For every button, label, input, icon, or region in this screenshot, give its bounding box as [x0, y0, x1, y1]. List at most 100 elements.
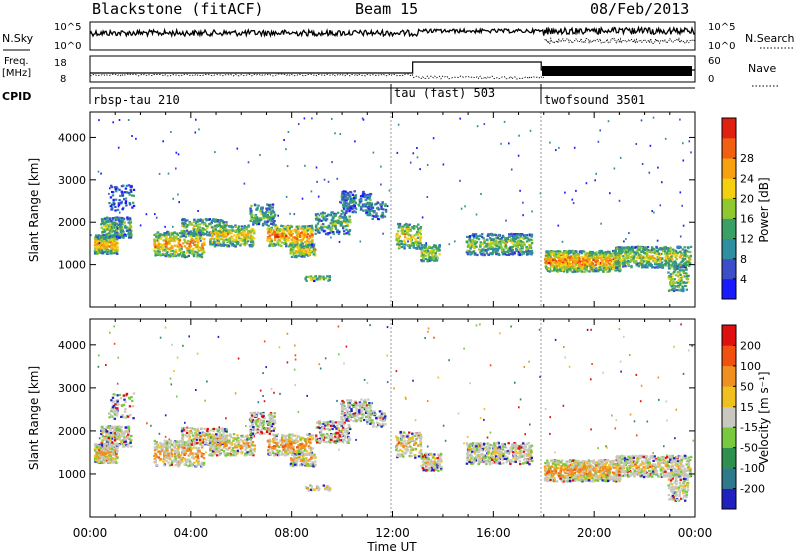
heatmap-cell [571, 257, 574, 260]
heatmap-cell [634, 252, 637, 255]
heatmap-cell [165, 236, 168, 239]
heatmap-cell [212, 228, 215, 231]
heatmap-cell [268, 207, 272, 210]
heatmap-cell [257, 222, 261, 226]
heatmap-cell [656, 239, 659, 242]
heatmap-cell [226, 244, 229, 247]
heatmap-cell [495, 244, 498, 247]
heatmap-cell [562, 255, 565, 258]
heatmap-cell [433, 244, 436, 247]
heatmap-cell [577, 263, 581, 266]
heatmap-cell [256, 219, 260, 222]
heatmap-cell [314, 275, 317, 278]
heatmap-cell [268, 236, 271, 239]
heatmap-cell [221, 236, 224, 239]
heatmap-cell [290, 234, 293, 237]
heatmap-cell [101, 236, 104, 239]
heatmap-cell [341, 203, 345, 206]
heatmap-cell [102, 461, 106, 464]
heatmap-cell [380, 183, 382, 186]
heatmap-cell [181, 224, 184, 227]
heatmap-cell [351, 211, 354, 214]
heatmap-cell [650, 264, 653, 267]
heatmap-cell [102, 444, 105, 447]
heatmap-cell [471, 250, 474, 253]
heatmap-cell [343, 202, 346, 205]
heatmap-cell [331, 216, 335, 219]
heatmap-cell [614, 256, 617, 259]
heatmap-cell [665, 254, 668, 257]
heatmap-cell [106, 223, 109, 226]
heatmap-cell [215, 224, 219, 227]
heatmap-cell [102, 453, 106, 456]
heatmap-cell [619, 252, 623, 255]
heatmap-cell [582, 257, 585, 260]
heatmap-cell [101, 252, 104, 255]
heatmap-cell [186, 249, 189, 252]
heatmap-cell [103, 242, 107, 245]
heatmap-cell [234, 240, 237, 243]
heatmap-cell [609, 265, 612, 268]
heatmap-cell [246, 240, 250, 243]
heatmap-cell [403, 236, 407, 239]
heatmap-cell [307, 237, 311, 240]
heatmap-cell [289, 252, 292, 255]
heatmap-cell [675, 258, 678, 261]
heatmap-cell [641, 247, 645, 250]
heatmap-cell [475, 213, 478, 216]
heatmap-cell [273, 242, 276, 245]
heatmap-cell [426, 258, 430, 261]
heatmap-cell [376, 201, 379, 204]
heatmap-cell [342, 199, 345, 202]
heatmap-cell [332, 222, 335, 226]
heatmap-cell [306, 237, 309, 240]
heatmap-cell [574, 259, 577, 262]
heatmap-cell [349, 196, 352, 199]
heatmap-cell [296, 235, 299, 239]
heatmap-cell [502, 241, 506, 244]
heatmap-cell [355, 208, 358, 211]
power-y-label: Slant Range [km] [27, 158, 41, 262]
heatmap-cell [628, 232, 630, 235]
heatmap-cell [176, 234, 179, 237]
heatmap-cell [612, 266, 615, 269]
heatmap-cell [128, 201, 131, 205]
heatmap-cell [93, 252, 97, 255]
heatmap-cell [574, 253, 578, 256]
heatmap-cell [247, 225, 251, 228]
heatmap-cell [361, 193, 365, 196]
heatmap-cell [120, 440, 123, 443]
heatmap-cell [504, 242, 507, 245]
heatmap-cell [510, 241, 513, 244]
heatmap-cell [241, 240, 245, 243]
heatmap-cell [94, 237, 97, 241]
heatmap-cell [491, 234, 494, 237]
heatmap-cell [412, 244, 415, 247]
heatmap-cell [182, 234, 185, 238]
heatmap-cell [602, 267, 605, 270]
heatmap-cell [311, 276, 315, 279]
heatmap-cell [277, 229, 280, 232]
heatmap-cell [573, 255, 577, 258]
heatmap-cell [118, 233, 121, 236]
heatmap-cell [100, 226, 103, 229]
heatmap-cell [561, 240, 564, 243]
cpid-label: CPID [2, 90, 31, 103]
heatmap-cell [236, 240, 239, 244]
heatmap-cell [99, 450, 102, 453]
heatmap-cell [271, 233, 274, 236]
heatmap-cell [187, 232, 191, 235]
heatmap-cell [668, 259, 672, 262]
heatmap-cell [677, 289, 680, 292]
nave-label: Nave [748, 62, 776, 75]
cpid-panel: CPID rbsp-tau 210 tau (fast) 503 twofsou… [2, 84, 695, 107]
heatmap-cell [623, 258, 626, 261]
heatmap-cell [116, 252, 119, 255]
heatmap-cell [419, 168, 421, 171]
heatmap-cell [324, 215, 327, 218]
heatmap-cell [153, 233, 156, 237]
heatmap-cell [565, 266, 569, 270]
heatmap-cell [661, 248, 664, 251]
heatmap-cell [274, 243, 277, 246]
heatmap-cell [504, 237, 507, 240]
